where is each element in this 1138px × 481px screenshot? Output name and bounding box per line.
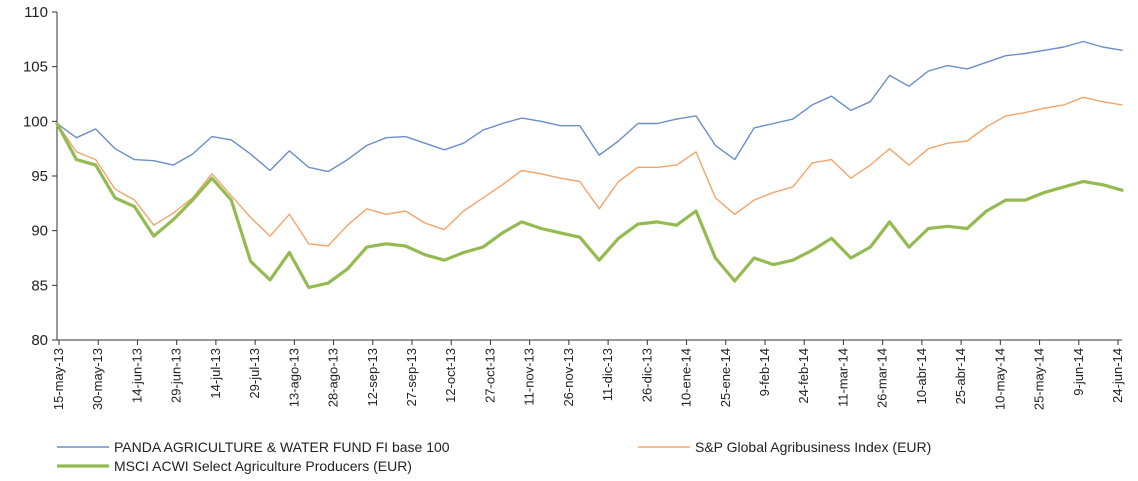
x-tick-label: 11-dic-13 <box>600 348 615 401</box>
x-tick-label: 10-ene-14 <box>679 348 694 407</box>
legend-label-1: S&P Global Agribusiness Index (EUR) <box>695 439 931 455</box>
x-tick-label: 10-abr-14 <box>914 348 929 404</box>
x-tick-label: 26-mar-14 <box>875 348 890 408</box>
x-tick-label: 9-jun-14 <box>1071 348 1086 396</box>
x-tick-label: 30-may-13 <box>90 348 105 410</box>
x-tick-label: 10-may-14 <box>992 348 1007 410</box>
x-axis: 15-may-13 30-may-13 14-jun-13 29-jun-13 14-j… <box>51 339 1125 410</box>
x-tick-label: 24-feb-14 <box>796 348 811 404</box>
x-tick-label: 14-jul-13 <box>208 348 223 399</box>
x-tick-label: 12-oct-13 <box>443 348 458 403</box>
legend-label-0: PANDA AGRICULTURE & WATER FUND FI base 1… <box>114 439 450 455</box>
legend: PANDA AGRICULTURE & WATER FUND FI base 1… <box>57 439 931 474</box>
y-tick-label: 105 <box>23 59 48 76</box>
x-tick-label: 13-ago-13 <box>286 348 301 407</box>
x-tick-label: 14-jun-13 <box>129 348 144 403</box>
x-tick-label: 26-nov-13 <box>561 348 576 407</box>
x-tick-label: 12-sep-13 <box>365 348 380 407</box>
x-tick-label: 9-feb-14 <box>757 348 772 396</box>
x-tick-label: 28-ago-13 <box>326 348 341 407</box>
series-line-2 <box>55 121 1124 290</box>
y-tick-label: 100 <box>23 113 48 130</box>
x-tick-label: 15-may-13 <box>51 348 66 410</box>
x-tick-label: 25-may-14 <box>1032 348 1047 410</box>
x-tick-label: 27-oct-13 <box>482 348 497 403</box>
y-axis: 80 85 90 95 100 105 110 <box>23 4 58 349</box>
legend-label-2: MSCI ACWI Select Agriculture Producers (… <box>114 458 412 474</box>
x-tick-label: 29-jun-13 <box>169 348 184 403</box>
x-tick-label: 25-abr-14 <box>953 348 968 404</box>
y-tick-label: 110 <box>24 4 48 21</box>
series-line-1 <box>56 96 1123 247</box>
x-tick-label: 26-dic-13 <box>639 348 654 402</box>
y-tick-label: 90 <box>31 223 48 240</box>
x-tick-label: 11-nov-13 <box>522 348 537 406</box>
y-tick-label: 80 <box>31 332 48 349</box>
y-tick-label: 95 <box>31 168 48 185</box>
y-tick-label: 85 <box>31 277 48 294</box>
x-tick-label: 27-sep-13 <box>404 348 419 407</box>
x-tick-label: 24-jun-14 <box>1110 348 1125 403</box>
x-tick-label: 29-jul-13 <box>247 348 262 399</box>
x-tick-label: 25-ene-14 <box>718 348 733 407</box>
x-tick-label: 11-mar-14 <box>835 348 850 407</box>
series-layer <box>55 40 1124 290</box>
series-line-0 <box>56 40 1123 173</box>
